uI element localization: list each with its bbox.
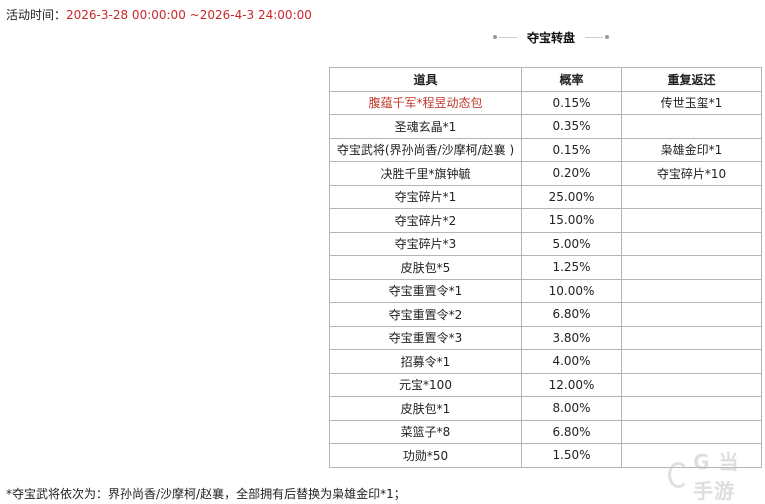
rate-cell: 0.20% xyxy=(521,161,622,186)
return-cell: 枭雄金印*1 xyxy=(621,137,762,162)
title-dot-left xyxy=(492,35,497,39)
rate-cell: 4.00% xyxy=(521,349,622,374)
item-cell: 菜篮子*8 xyxy=(329,419,522,444)
table-row: 功勋*50 1.50% xyxy=(329,443,762,468)
table-row: 夺宝碎片*2 15.00% xyxy=(329,208,762,233)
watermark-logo-icon xyxy=(668,462,690,488)
table-row: 夺宝武将(界孙尚香/沙摩柯/赵襄 ) 0.15% 枭雄金印*1 xyxy=(329,137,762,162)
table-row: 菜篮子*8 6.80% xyxy=(329,419,762,444)
table-row: 腹蕴千军*程昱动态包 0.15% 传世玉玺*1 xyxy=(329,90,762,115)
rate-cell: 5.00% xyxy=(521,231,622,256)
return-cell xyxy=(621,208,762,233)
item-cell: 元宝*100 xyxy=(329,372,522,397)
return-cell xyxy=(621,443,762,468)
rate-cell: 25.00% xyxy=(521,184,622,209)
table-row: 决胜千里*旗钟毓 0.20% 夺宝碎片*10 xyxy=(329,161,762,186)
item-cell: 夺宝武将(界孙尚香/沙摩柯/赵襄 ) xyxy=(329,137,522,162)
return-cell xyxy=(621,255,762,280)
header-return: 重复返还 xyxy=(621,67,762,92)
return-cell xyxy=(621,349,762,374)
title-dot-right xyxy=(605,35,609,39)
header-rate: 概率 xyxy=(521,67,622,92)
item-cell: 招募令*1 xyxy=(329,349,522,374)
footnote: *夺宝武将依次为：界孙尚香/沙摩柯/赵襄，全部拥有后替换为枭雄金印*1； xyxy=(6,487,406,501)
table-row: 夺宝重置令*1 10.00% xyxy=(329,278,762,303)
return-cell xyxy=(621,231,762,256)
table-header-row: 道具 概率 重复返还 xyxy=(329,67,762,92)
item-cell: 功勋*50 xyxy=(329,443,522,468)
return-cell xyxy=(621,325,762,350)
rate-cell: 0.15% xyxy=(521,137,622,162)
table-row: 夺宝碎片*3 5.00% xyxy=(329,231,762,256)
table-row: 元宝*100 12.00% xyxy=(329,372,762,397)
return-cell: 夺宝碎片*10 xyxy=(621,161,762,186)
item-cell: 夺宝重置令*2 xyxy=(329,302,522,327)
rate-cell: 8.00% xyxy=(521,396,622,421)
rate-cell: 1.25% xyxy=(521,255,622,280)
section-title-text: 夺宝转盘 xyxy=(526,30,575,45)
activity-time-range: 2026-3-28 00:00:00 ~2026-4-3 24:00:00 xyxy=(66,8,312,22)
activity-time: 活动时间：2026-3-28 00:00:00 ~2026-4-3 24:00:… xyxy=(6,6,312,23)
item-cell: 夺宝碎片*1 xyxy=(329,184,522,209)
section-title: 夺宝转盘 xyxy=(488,28,614,46)
rate-cell: 0.15% xyxy=(521,90,622,115)
item-cell: 皮肤包*5 xyxy=(329,255,522,280)
rate-cell: 15.00% xyxy=(521,208,622,233)
table-row: 圣魂玄晶*1 0.35% xyxy=(329,114,762,139)
item-cell: 夺宝碎片*3 xyxy=(329,231,522,256)
item-cell: 圣魂玄晶*1 xyxy=(329,114,522,139)
watermark: G 当手游 xyxy=(668,450,760,503)
table-row: 招募令*1 4.00% xyxy=(329,349,762,374)
rate-cell: 10.00% xyxy=(521,278,622,303)
table-row: 夺宝重置令*2 6.80% xyxy=(329,302,762,327)
return-cell xyxy=(621,419,762,444)
item-cell: 决胜千里*旗钟毓 xyxy=(329,161,522,186)
item-cell: 皮肤包*1 xyxy=(329,396,522,421)
rate-cell: 6.80% xyxy=(521,302,622,327)
return-cell xyxy=(621,372,762,397)
rate-cell: 1.50% xyxy=(521,443,622,468)
return-cell xyxy=(621,184,762,209)
activity-time-label: 活动时间： xyxy=(6,8,67,22)
return-cell xyxy=(621,114,762,139)
header-item: 道具 xyxy=(329,67,522,92)
rate-cell: 6.80% xyxy=(521,419,622,444)
rate-cell: 3.80% xyxy=(521,325,622,350)
title-line-right xyxy=(585,36,603,38)
item-cell: 夺宝重置令*1 xyxy=(329,278,522,303)
item-cell: 夺宝重置令*3 xyxy=(329,325,522,350)
rate-cell: 0.35% xyxy=(521,114,622,139)
return-cell: 传世玉玺*1 xyxy=(621,90,762,115)
watermark-text: G 当手游 xyxy=(693,450,740,503)
prize-table: 道具 概率 重复返还 腹蕴千军*程昱动态包 0.15% 传世玉玺*1 圣魂玄晶*1 0.… xyxy=(329,67,762,468)
return-cell xyxy=(621,278,762,303)
title-line-left xyxy=(498,36,517,38)
rate-cell: 12.00% xyxy=(521,372,622,397)
table-row: 夺宝碎片*1 25.00% xyxy=(329,184,762,209)
item-cell: 夺宝碎片*2 xyxy=(329,208,522,233)
item-cell: 腹蕴千军*程昱动态包 xyxy=(329,90,522,115)
table-row: 皮肤包*1 8.00% xyxy=(329,396,762,421)
table-row: 夺宝重置令*3 3.80% xyxy=(329,325,762,350)
return-cell xyxy=(621,302,762,327)
table-row: 皮肤包*5 1.25% xyxy=(329,255,762,280)
return-cell xyxy=(621,396,762,421)
